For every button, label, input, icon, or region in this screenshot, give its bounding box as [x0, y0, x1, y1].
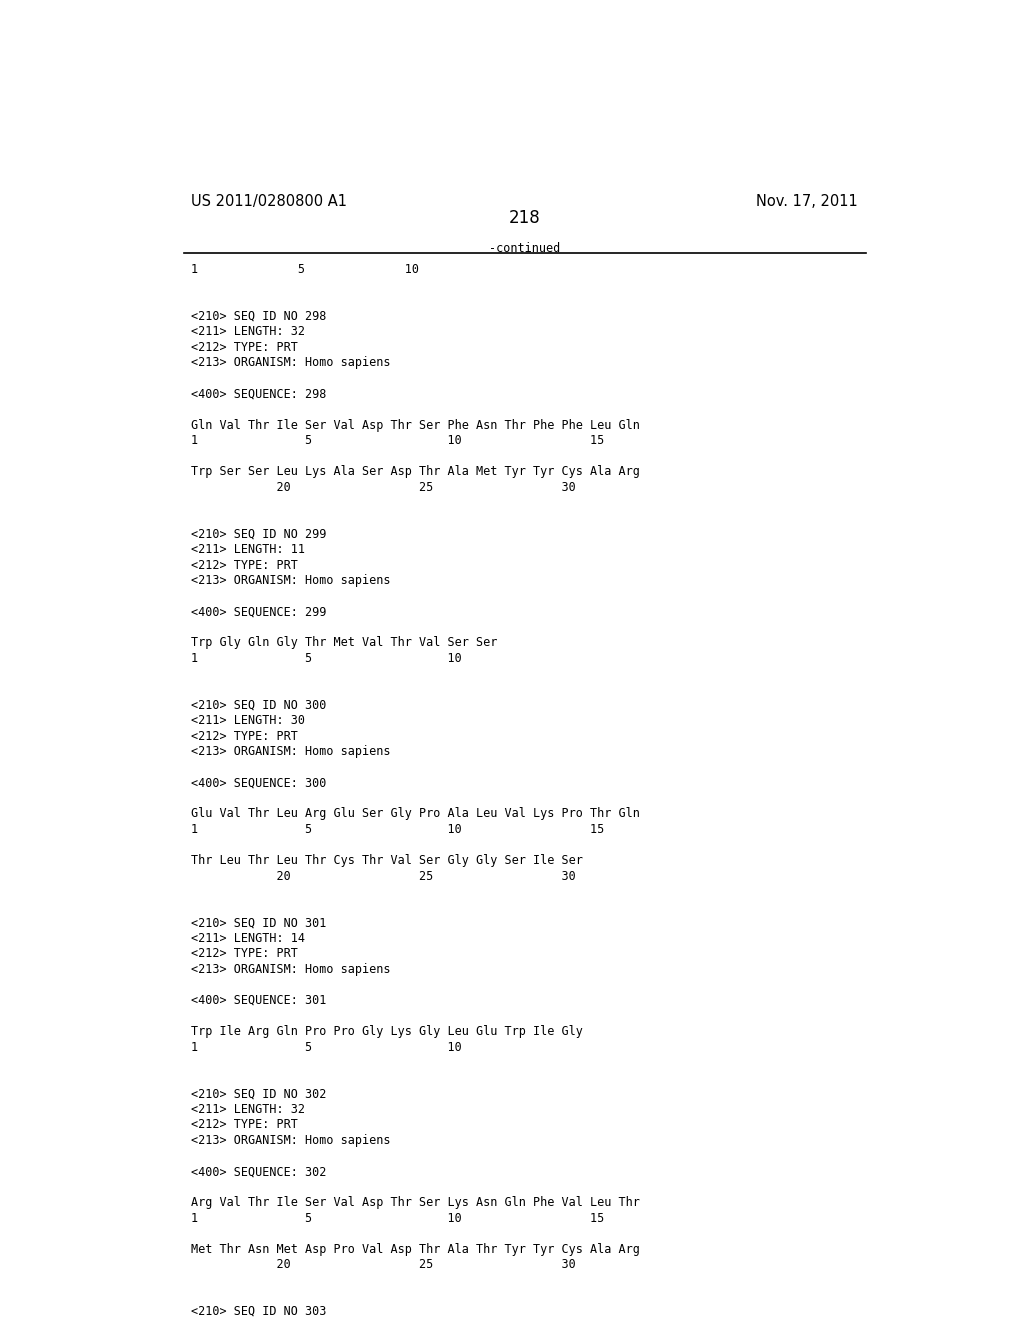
Text: Trp Gly Gln Gly Thr Met Val Thr Val Ser Ser: Trp Gly Gln Gly Thr Met Val Thr Val Ser … [191, 636, 498, 649]
Text: 218: 218 [509, 210, 541, 227]
Text: 1               5                   10: 1 5 10 [191, 652, 462, 665]
Text: Thr Leu Thr Leu Thr Cys Thr Val Ser Gly Gly Ser Ile Ser: Thr Leu Thr Leu Thr Cys Thr Val Ser Gly … [191, 854, 584, 867]
Text: <211> LENGTH: 32: <211> LENGTH: 32 [191, 1102, 305, 1115]
Text: Arg Val Thr Ile Ser Val Asp Thr Ser Lys Asn Gln Phe Val Leu Thr: Arg Val Thr Ile Ser Val Asp Thr Ser Lys … [191, 1196, 640, 1209]
Text: <400> SEQUENCE: 299: <400> SEQUENCE: 299 [191, 605, 327, 618]
Text: <210> SEQ ID NO 303: <210> SEQ ID NO 303 [191, 1305, 327, 1317]
Text: <213> ORGANISM: Homo sapiens: <213> ORGANISM: Homo sapiens [191, 962, 391, 975]
Text: <213> ORGANISM: Homo sapiens: <213> ORGANISM: Homo sapiens [191, 356, 391, 370]
Text: <212> TYPE: PRT: <212> TYPE: PRT [191, 1118, 298, 1131]
Text: <211> LENGTH: 32: <211> LENGTH: 32 [191, 325, 305, 338]
Text: <211> LENGTH: 11: <211> LENGTH: 11 [191, 543, 305, 556]
Text: <400> SEQUENCE: 298: <400> SEQUENCE: 298 [191, 388, 327, 400]
Text: <212> TYPE: PRT: <212> TYPE: PRT [191, 948, 298, 961]
Text: 20                  25                  30: 20 25 30 [191, 1258, 577, 1271]
Text: -continued: -continued [489, 242, 560, 255]
Text: 1               5                   10                  15: 1 5 10 15 [191, 822, 605, 836]
Text: <210> SEQ ID NO 300: <210> SEQ ID NO 300 [191, 698, 327, 711]
Text: 1              5              10: 1 5 10 [191, 263, 420, 276]
Text: 20                  25                  30: 20 25 30 [191, 480, 577, 494]
Text: 1               5                   10                  15: 1 5 10 15 [191, 1212, 605, 1225]
Text: <400> SEQUENCE: 301: <400> SEQUENCE: 301 [191, 994, 327, 1007]
Text: Trp Ser Ser Leu Lys Ala Ser Asp Thr Ala Met Tyr Tyr Cys Ala Arg: Trp Ser Ser Leu Lys Ala Ser Asp Thr Ala … [191, 465, 640, 478]
Text: 1               5                   10: 1 5 10 [191, 1040, 462, 1053]
Text: Glu Val Thr Leu Arg Glu Ser Gly Pro Ala Leu Val Lys Pro Thr Gln: Glu Val Thr Leu Arg Glu Ser Gly Pro Ala … [191, 808, 640, 820]
Text: 1               5                   10                  15: 1 5 10 15 [191, 434, 605, 447]
Text: 20                  25                  30: 20 25 30 [191, 870, 577, 883]
Text: <400> SEQUENCE: 300: <400> SEQUENCE: 300 [191, 776, 327, 789]
Text: Met Thr Asn Met Asp Pro Val Asp Thr Ala Thr Tyr Tyr Cys Ala Arg: Met Thr Asn Met Asp Pro Val Asp Thr Ala … [191, 1243, 640, 1255]
Text: <210> SEQ ID NO 302: <210> SEQ ID NO 302 [191, 1088, 327, 1101]
Text: <213> ORGANISM: Homo sapiens: <213> ORGANISM: Homo sapiens [191, 746, 391, 758]
Text: <212> TYPE: PRT: <212> TYPE: PRT [191, 558, 298, 572]
Text: <213> ORGANISM: Homo sapiens: <213> ORGANISM: Homo sapiens [191, 574, 391, 587]
Text: <210> SEQ ID NO 301: <210> SEQ ID NO 301 [191, 916, 327, 929]
Text: <400> SEQUENCE: 302: <400> SEQUENCE: 302 [191, 1166, 327, 1177]
Text: Trp Ile Arg Gln Pro Pro Gly Lys Gly Leu Glu Trp Ile Gly: Trp Ile Arg Gln Pro Pro Gly Lys Gly Leu … [191, 1026, 584, 1038]
Text: <213> ORGANISM: Homo sapiens: <213> ORGANISM: Homo sapiens [191, 1134, 391, 1147]
Text: US 2011/0280800 A1: US 2011/0280800 A1 [191, 194, 347, 209]
Text: <211> LENGTH: 14: <211> LENGTH: 14 [191, 932, 305, 945]
Text: Nov. 17, 2011: Nov. 17, 2011 [757, 194, 858, 209]
Text: <210> SEQ ID NO 298: <210> SEQ ID NO 298 [191, 310, 327, 323]
Text: <212> TYPE: PRT: <212> TYPE: PRT [191, 341, 298, 354]
Text: <211> LENGTH: 30: <211> LENGTH: 30 [191, 714, 305, 727]
Text: <212> TYPE: PRT: <212> TYPE: PRT [191, 730, 298, 743]
Text: <210> SEQ ID NO 299: <210> SEQ ID NO 299 [191, 528, 327, 540]
Text: Gln Val Thr Ile Ser Val Asp Thr Ser Phe Asn Thr Phe Phe Leu Gln: Gln Val Thr Ile Ser Val Asp Thr Ser Phe … [191, 418, 640, 432]
